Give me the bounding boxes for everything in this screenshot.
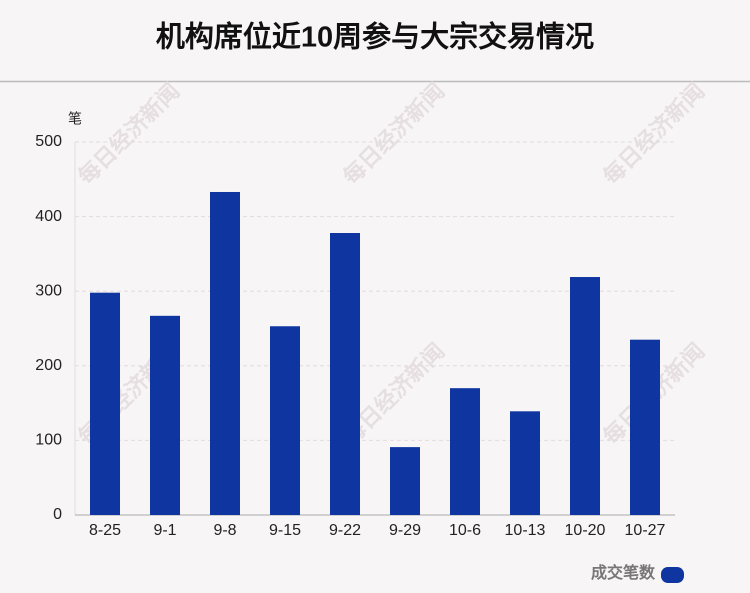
bar	[150, 315, 180, 515]
y-axis-unit: 笔	[68, 111, 82, 127]
y-tick-label: 500	[35, 133, 62, 150]
x-tick-label: 9-29	[389, 522, 421, 539]
bar	[390, 447, 420, 515]
x-tick-label: 10-13	[505, 522, 546, 539]
bar	[510, 411, 540, 515]
y-tick-label: 400	[35, 208, 62, 225]
x-tick-label: 10-6	[449, 522, 481, 539]
bar	[210, 191, 240, 515]
bar	[270, 326, 300, 515]
bar	[570, 277, 600, 515]
legend-label: 成交笔数	[591, 563, 656, 582]
y-tick-label: 100	[35, 432, 62, 449]
x-tick-label: 10-20	[565, 522, 606, 539]
x-tick-label: 10-27	[625, 522, 666, 539]
bar	[90, 292, 120, 515]
x-tick-label: 8-25	[89, 522, 121, 539]
bar	[630, 339, 660, 515]
x-tick-label: 9-22	[329, 522, 361, 539]
legend-swatch	[661, 567, 684, 583]
y-tick-label: 0	[53, 506, 62, 523]
x-tick-label: 9-15	[269, 522, 301, 539]
chart-title: 机构席位近10周参与大宗交易情况	[156, 20, 594, 54]
bar	[450, 388, 480, 515]
y-tick-label: 200	[35, 357, 62, 374]
x-tick-label: 9-1	[153, 522, 176, 539]
y-tick-label: 300	[35, 282, 62, 299]
x-tick-label: 9-8	[213, 522, 236, 539]
bar	[330, 233, 360, 515]
